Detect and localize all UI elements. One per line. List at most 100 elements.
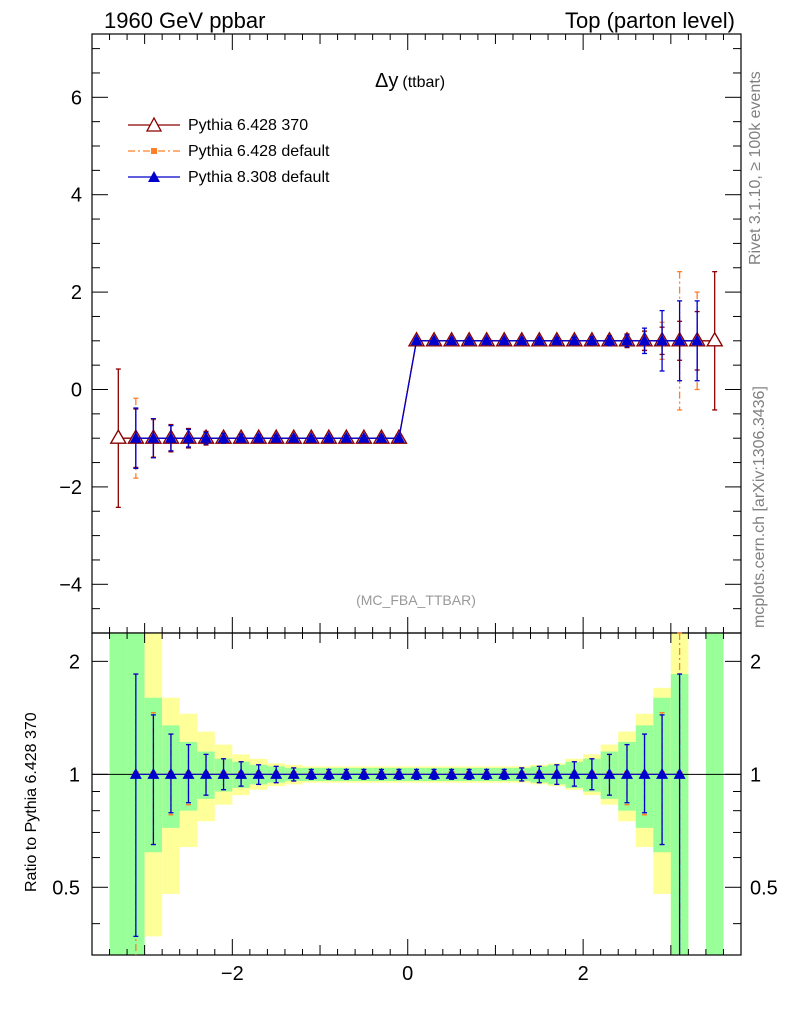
data-point xyxy=(200,431,213,443)
data-point xyxy=(129,431,142,443)
series-line xyxy=(135,340,698,439)
data-point xyxy=(235,431,248,443)
data-point xyxy=(322,431,335,443)
data-point xyxy=(340,767,353,779)
y-tick-label: 4 xyxy=(71,185,82,207)
legend-label: Pythia 6.428 default xyxy=(188,143,330,160)
data-point xyxy=(357,767,370,779)
y-tick-label: 2 xyxy=(71,282,82,304)
square-marker-icon xyxy=(151,148,157,154)
data-point xyxy=(568,767,581,779)
data-point xyxy=(270,767,283,779)
data-point xyxy=(305,431,318,443)
open-triangle-icon xyxy=(145,116,163,132)
data-point xyxy=(673,334,686,346)
data-point xyxy=(340,431,353,443)
data-point xyxy=(129,767,142,779)
y-tick-label: 2 xyxy=(69,651,80,673)
data-point xyxy=(550,767,563,779)
data-point xyxy=(217,767,230,779)
data-point xyxy=(603,334,616,346)
x-tick-label: 2 xyxy=(578,963,589,985)
legend: Pythia 6.428 370 Pythia 6.428 default Py… xyxy=(128,116,330,186)
data-point xyxy=(533,767,546,779)
series-line xyxy=(135,340,698,439)
filled-triangle-icon xyxy=(148,171,160,182)
data-point xyxy=(357,431,370,443)
legend-label: Pythia 6.428 370 xyxy=(188,117,308,134)
data-point xyxy=(533,334,546,346)
data-point xyxy=(147,431,160,443)
data-point xyxy=(515,334,528,346)
data-point xyxy=(375,767,388,779)
data-point xyxy=(568,334,581,346)
data-point xyxy=(235,767,248,779)
data-point xyxy=(287,767,300,779)
data-point xyxy=(164,767,177,779)
series-line xyxy=(118,340,715,439)
data-point xyxy=(182,767,195,779)
legend-item-pythia6-370: Pythia 6.428 370 xyxy=(128,116,308,134)
data-point xyxy=(585,334,598,346)
data-point xyxy=(463,767,476,779)
data-point xyxy=(147,767,160,779)
data-point xyxy=(480,334,493,346)
data-point xyxy=(392,767,405,779)
data-point xyxy=(287,431,300,443)
main-panel: −4 −2 0 2 4 6 xyxy=(59,33,742,634)
data-point xyxy=(480,767,493,779)
data-point xyxy=(498,767,511,779)
data-point xyxy=(428,334,441,346)
y-tick-label: 1 xyxy=(69,764,80,786)
y-tick-label: 0.5 xyxy=(750,877,778,899)
legend-item-pythia6-default: Pythia 6.428 default xyxy=(128,143,330,160)
header-left: 1960 GeV ppbar xyxy=(104,8,265,33)
ratio-ylabel: Ratio to Pythia 6.428 370 xyxy=(23,712,40,892)
legend-label: Pythia 8.308 default xyxy=(188,169,330,186)
band-inner xyxy=(109,633,128,955)
data-point xyxy=(673,767,686,779)
data-point xyxy=(656,334,669,346)
data-point xyxy=(109,428,128,444)
y-tick-label: 2 xyxy=(750,651,761,673)
data-point xyxy=(270,431,283,443)
band-inner xyxy=(705,633,724,955)
data-point xyxy=(620,334,633,346)
data-point xyxy=(445,767,458,779)
x-tick-label: −2 xyxy=(221,963,244,985)
analysis-label: (MC_FBA_TTBAR) xyxy=(356,592,476,608)
data-point xyxy=(410,334,423,346)
rivet-label: Rivet 3.1.10, ≥ 100k events xyxy=(747,71,764,265)
y-tick-label: 0.5 xyxy=(52,877,80,899)
data-point xyxy=(638,767,651,779)
data-point xyxy=(410,767,423,779)
x-tick-label: 0 xyxy=(402,963,413,985)
data-point xyxy=(498,334,511,346)
plot-title-sub: (ttbar) xyxy=(402,74,445,91)
data-point xyxy=(445,334,458,346)
mcplots-label: mcplots.cern.ch [arXiv:1306.3436] xyxy=(751,386,768,628)
plot-title: Δy (ttbar) xyxy=(375,70,445,92)
data-point xyxy=(638,334,651,346)
data-point xyxy=(392,431,405,443)
data-point xyxy=(656,767,669,779)
plot-title-main: Δy xyxy=(375,70,398,92)
data-point xyxy=(585,767,598,779)
data-point xyxy=(691,334,704,346)
data-point xyxy=(252,431,265,443)
data-point xyxy=(182,431,195,443)
y-tick-label: 0 xyxy=(71,380,82,402)
data-point xyxy=(705,331,724,347)
data-point xyxy=(603,767,616,779)
data-point xyxy=(620,767,633,779)
data-point xyxy=(375,431,388,443)
data-point xyxy=(463,334,476,346)
data-point xyxy=(252,767,265,779)
data-point xyxy=(322,767,335,779)
data-point xyxy=(305,767,318,779)
data-point xyxy=(164,431,177,443)
y-tick-label: −2 xyxy=(59,477,82,499)
data-point xyxy=(217,431,230,443)
data-point xyxy=(428,767,441,779)
